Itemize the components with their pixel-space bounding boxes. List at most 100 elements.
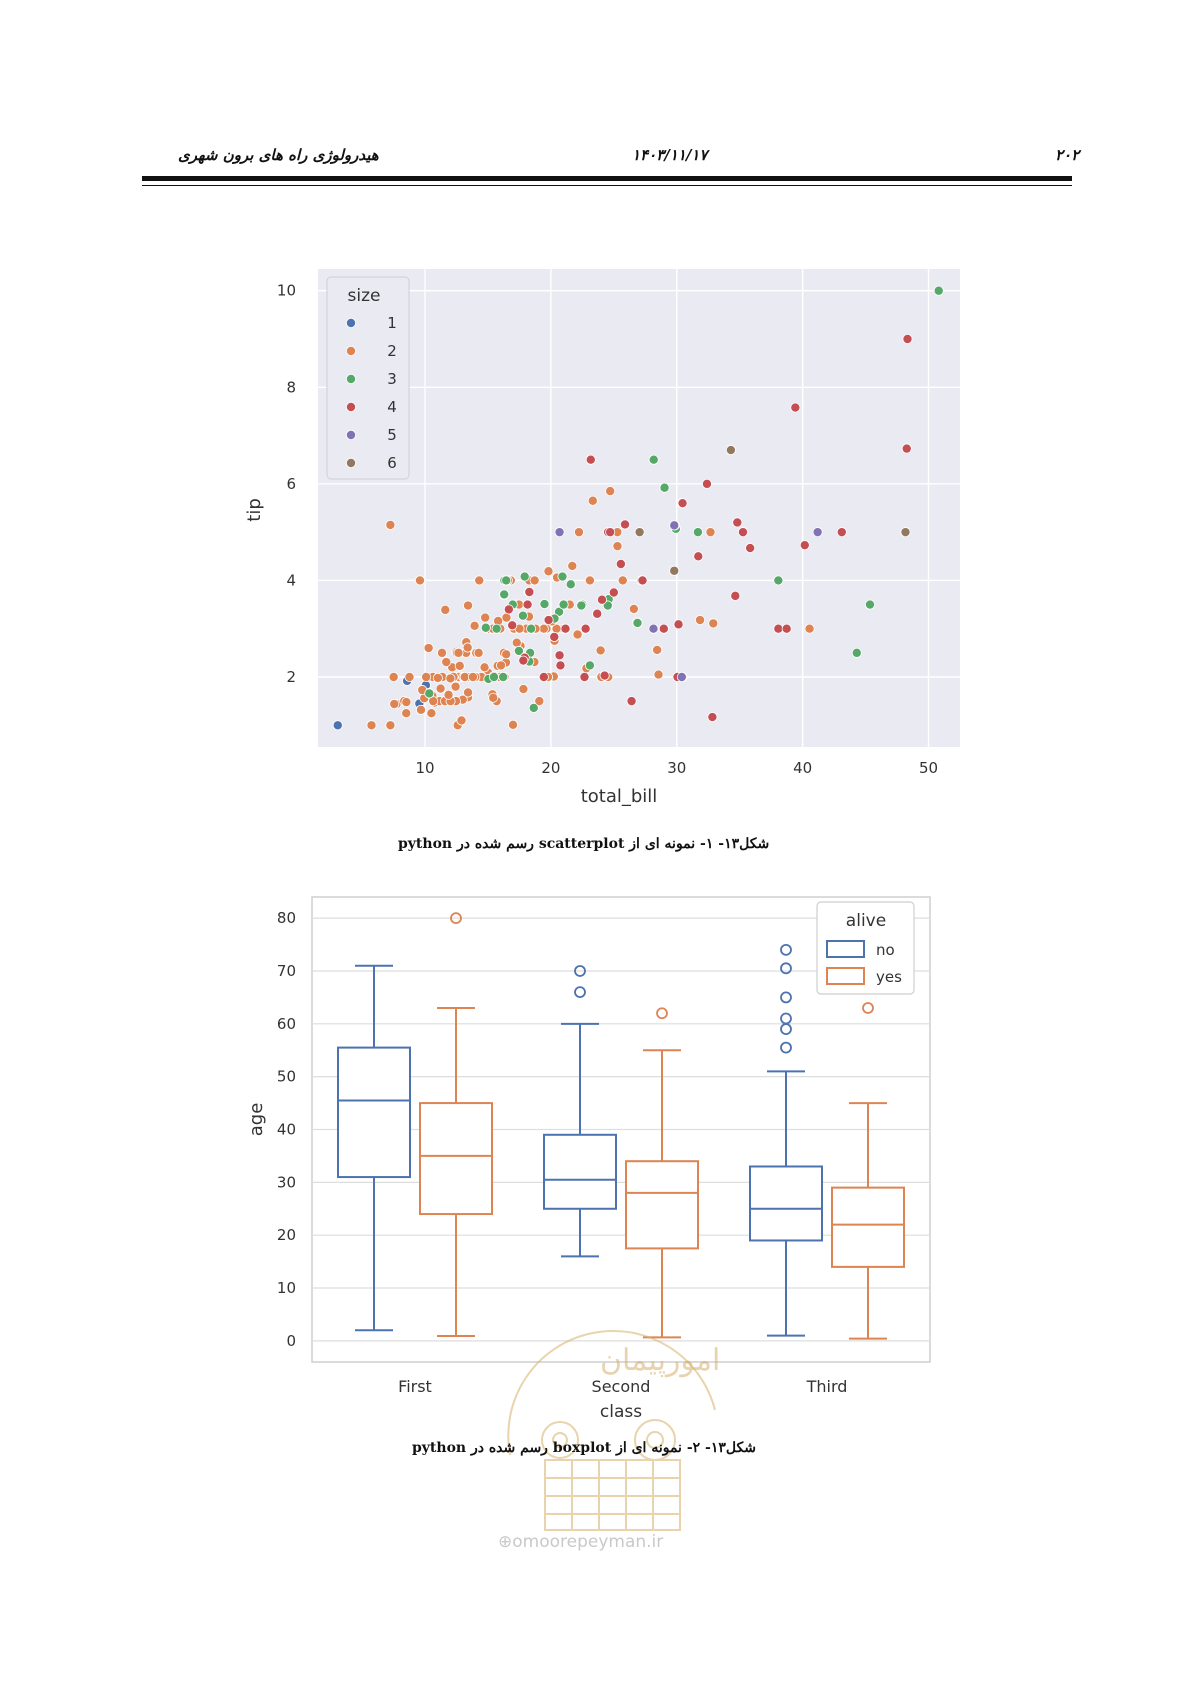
scatter-legend-entry: 4 xyxy=(387,398,397,416)
scatter-point-size-2 xyxy=(554,606,565,617)
scatter-point-size-2 xyxy=(462,642,473,653)
scatter-point-size-4 xyxy=(580,623,591,634)
scatter-point-size-2 xyxy=(401,708,412,719)
scatter-point-size-2 xyxy=(453,647,464,658)
boxplot-outlier xyxy=(574,986,586,999)
watermark-url: ⊕omoorepeyman.ir xyxy=(498,1532,663,1552)
scatter-legend-frame xyxy=(326,276,410,480)
scatter-point-size-3 xyxy=(577,599,588,610)
scatter-point-size-2 xyxy=(494,671,505,682)
scatter-point-size-3 xyxy=(526,623,537,634)
scatter-y-tick-label: 6 xyxy=(286,475,296,493)
scatter-point-size-2 xyxy=(476,671,487,682)
scatter-point-size-2 xyxy=(434,696,445,707)
scatter-point-size-2 xyxy=(469,620,480,631)
scatter-point-size-2 xyxy=(489,623,500,634)
scatter-point-size-4 xyxy=(560,623,571,634)
scatter-point-size-4 xyxy=(518,655,529,666)
scatter-point-size-2 xyxy=(705,527,716,538)
box-second-yes xyxy=(625,1007,699,1339)
scatter-point-size-4 xyxy=(592,608,603,619)
scatter-point-size-2 xyxy=(450,681,461,692)
header-rule-thin xyxy=(142,185,1072,186)
scatter-point-size-3 xyxy=(498,671,509,682)
scatter-point-size-4 xyxy=(658,623,669,634)
scatter-y-tick-label: 10 xyxy=(277,282,296,300)
scatter-point-size-2 xyxy=(576,600,587,611)
scatter-point-size-2 xyxy=(501,612,512,623)
scatter-point-size-2 xyxy=(507,719,518,730)
scatter-point-size-4 xyxy=(730,590,741,601)
scatter-point-size-4 xyxy=(781,623,792,634)
scatter-point-size-2 xyxy=(552,572,563,583)
scatter-point-size-4 xyxy=(669,520,680,531)
scatter-point-size-2 xyxy=(513,645,524,656)
boxplot-outlier xyxy=(574,965,586,977)
scatter-point-size-4 xyxy=(693,551,704,562)
scatter-point-size-2 xyxy=(457,671,468,682)
scatter-point-size-2 xyxy=(517,610,528,621)
boxplot-y-tick-label: 60 xyxy=(277,1015,296,1033)
scatter-point-size-2 xyxy=(652,644,663,655)
scatter-point-size-2 xyxy=(366,720,377,731)
scatter-point-size-2 xyxy=(453,671,464,682)
scatter-point-size-4 xyxy=(615,559,626,570)
boxplot-outlier xyxy=(780,1012,792,1025)
boxplot-y-tick-label: 70 xyxy=(277,962,296,980)
scatter-point-size-2 xyxy=(539,599,550,610)
watermark-logo-text: امورپیمان xyxy=(600,1343,720,1378)
scatter-point-size-3 xyxy=(603,594,614,605)
scatter-point-size-2 xyxy=(388,671,399,682)
scatter-point-size-2 xyxy=(480,622,491,633)
scatter-point-size-2 xyxy=(450,696,461,707)
scatter-point-size-2 xyxy=(456,715,467,726)
scatter-point-size-4 xyxy=(669,565,680,576)
scatter-point-size-2 xyxy=(542,671,553,682)
scatter-point-size-2 xyxy=(557,571,568,582)
scatter-point-size-4 xyxy=(549,631,560,642)
scatter-point-size-4 xyxy=(737,527,748,538)
watermark-url-text: omoorepeyman.ir xyxy=(512,1532,664,1552)
scatter-point-size-2 xyxy=(596,594,607,605)
scatter-point-size-2 xyxy=(459,671,470,682)
scatter-point-size-2 xyxy=(454,671,465,682)
scatter-point-size-2 xyxy=(581,663,592,674)
boxplot-legend-entry: yes xyxy=(876,968,902,986)
scatter-x-axis-label: total_bill xyxy=(581,786,658,807)
scatter-point-size-2 xyxy=(473,647,484,658)
scatter-point-size-2 xyxy=(587,495,598,506)
scatter-point-size-2 xyxy=(612,541,623,552)
scatter-point-size-3 xyxy=(620,519,631,530)
scatter-point-size-2 xyxy=(414,575,425,586)
scatter-point-size-2 xyxy=(602,600,613,611)
scatter-point-size-4 xyxy=(773,623,784,634)
scatter-point-size-3 xyxy=(507,599,518,610)
scatter-point-size-3 xyxy=(513,645,524,656)
scatter-point-size-2 xyxy=(648,454,659,465)
scatter-point-size-2 xyxy=(612,527,623,538)
scatter-point-size-2 xyxy=(560,623,571,634)
scatter-point-size-1 xyxy=(332,720,343,731)
boxplot-boxes xyxy=(337,912,905,1340)
scatter-point-size-4 xyxy=(672,671,683,682)
scatter-point-size-2 xyxy=(503,604,514,615)
scatter-point-size-2 xyxy=(474,575,485,586)
scatter-point-size-3 xyxy=(558,599,569,610)
scatter-point-size-2 xyxy=(577,599,588,610)
scatter-point-size-4 xyxy=(637,575,648,586)
boxplot-outlier xyxy=(450,912,462,925)
scatter-legend-marker xyxy=(345,317,356,328)
scatter-gridlines xyxy=(318,269,960,747)
scatter-point-size-2 xyxy=(523,587,534,598)
scatter-point-size-2 xyxy=(488,671,499,682)
scatter-point-size-2 xyxy=(451,647,462,658)
scatter-point-size-3 xyxy=(491,623,502,634)
scatter-point-size-2 xyxy=(483,673,494,684)
scatter-point-size-2 xyxy=(524,587,535,598)
scatter-point-size-3 xyxy=(488,671,499,682)
scatter-legend-entry: 1 xyxy=(387,314,397,332)
scatter-point-size-2 xyxy=(440,696,451,707)
scatter-point-size-3 xyxy=(576,600,587,611)
scatter-point-size-2 xyxy=(424,687,435,698)
scatter-point-size-2 xyxy=(492,660,503,671)
